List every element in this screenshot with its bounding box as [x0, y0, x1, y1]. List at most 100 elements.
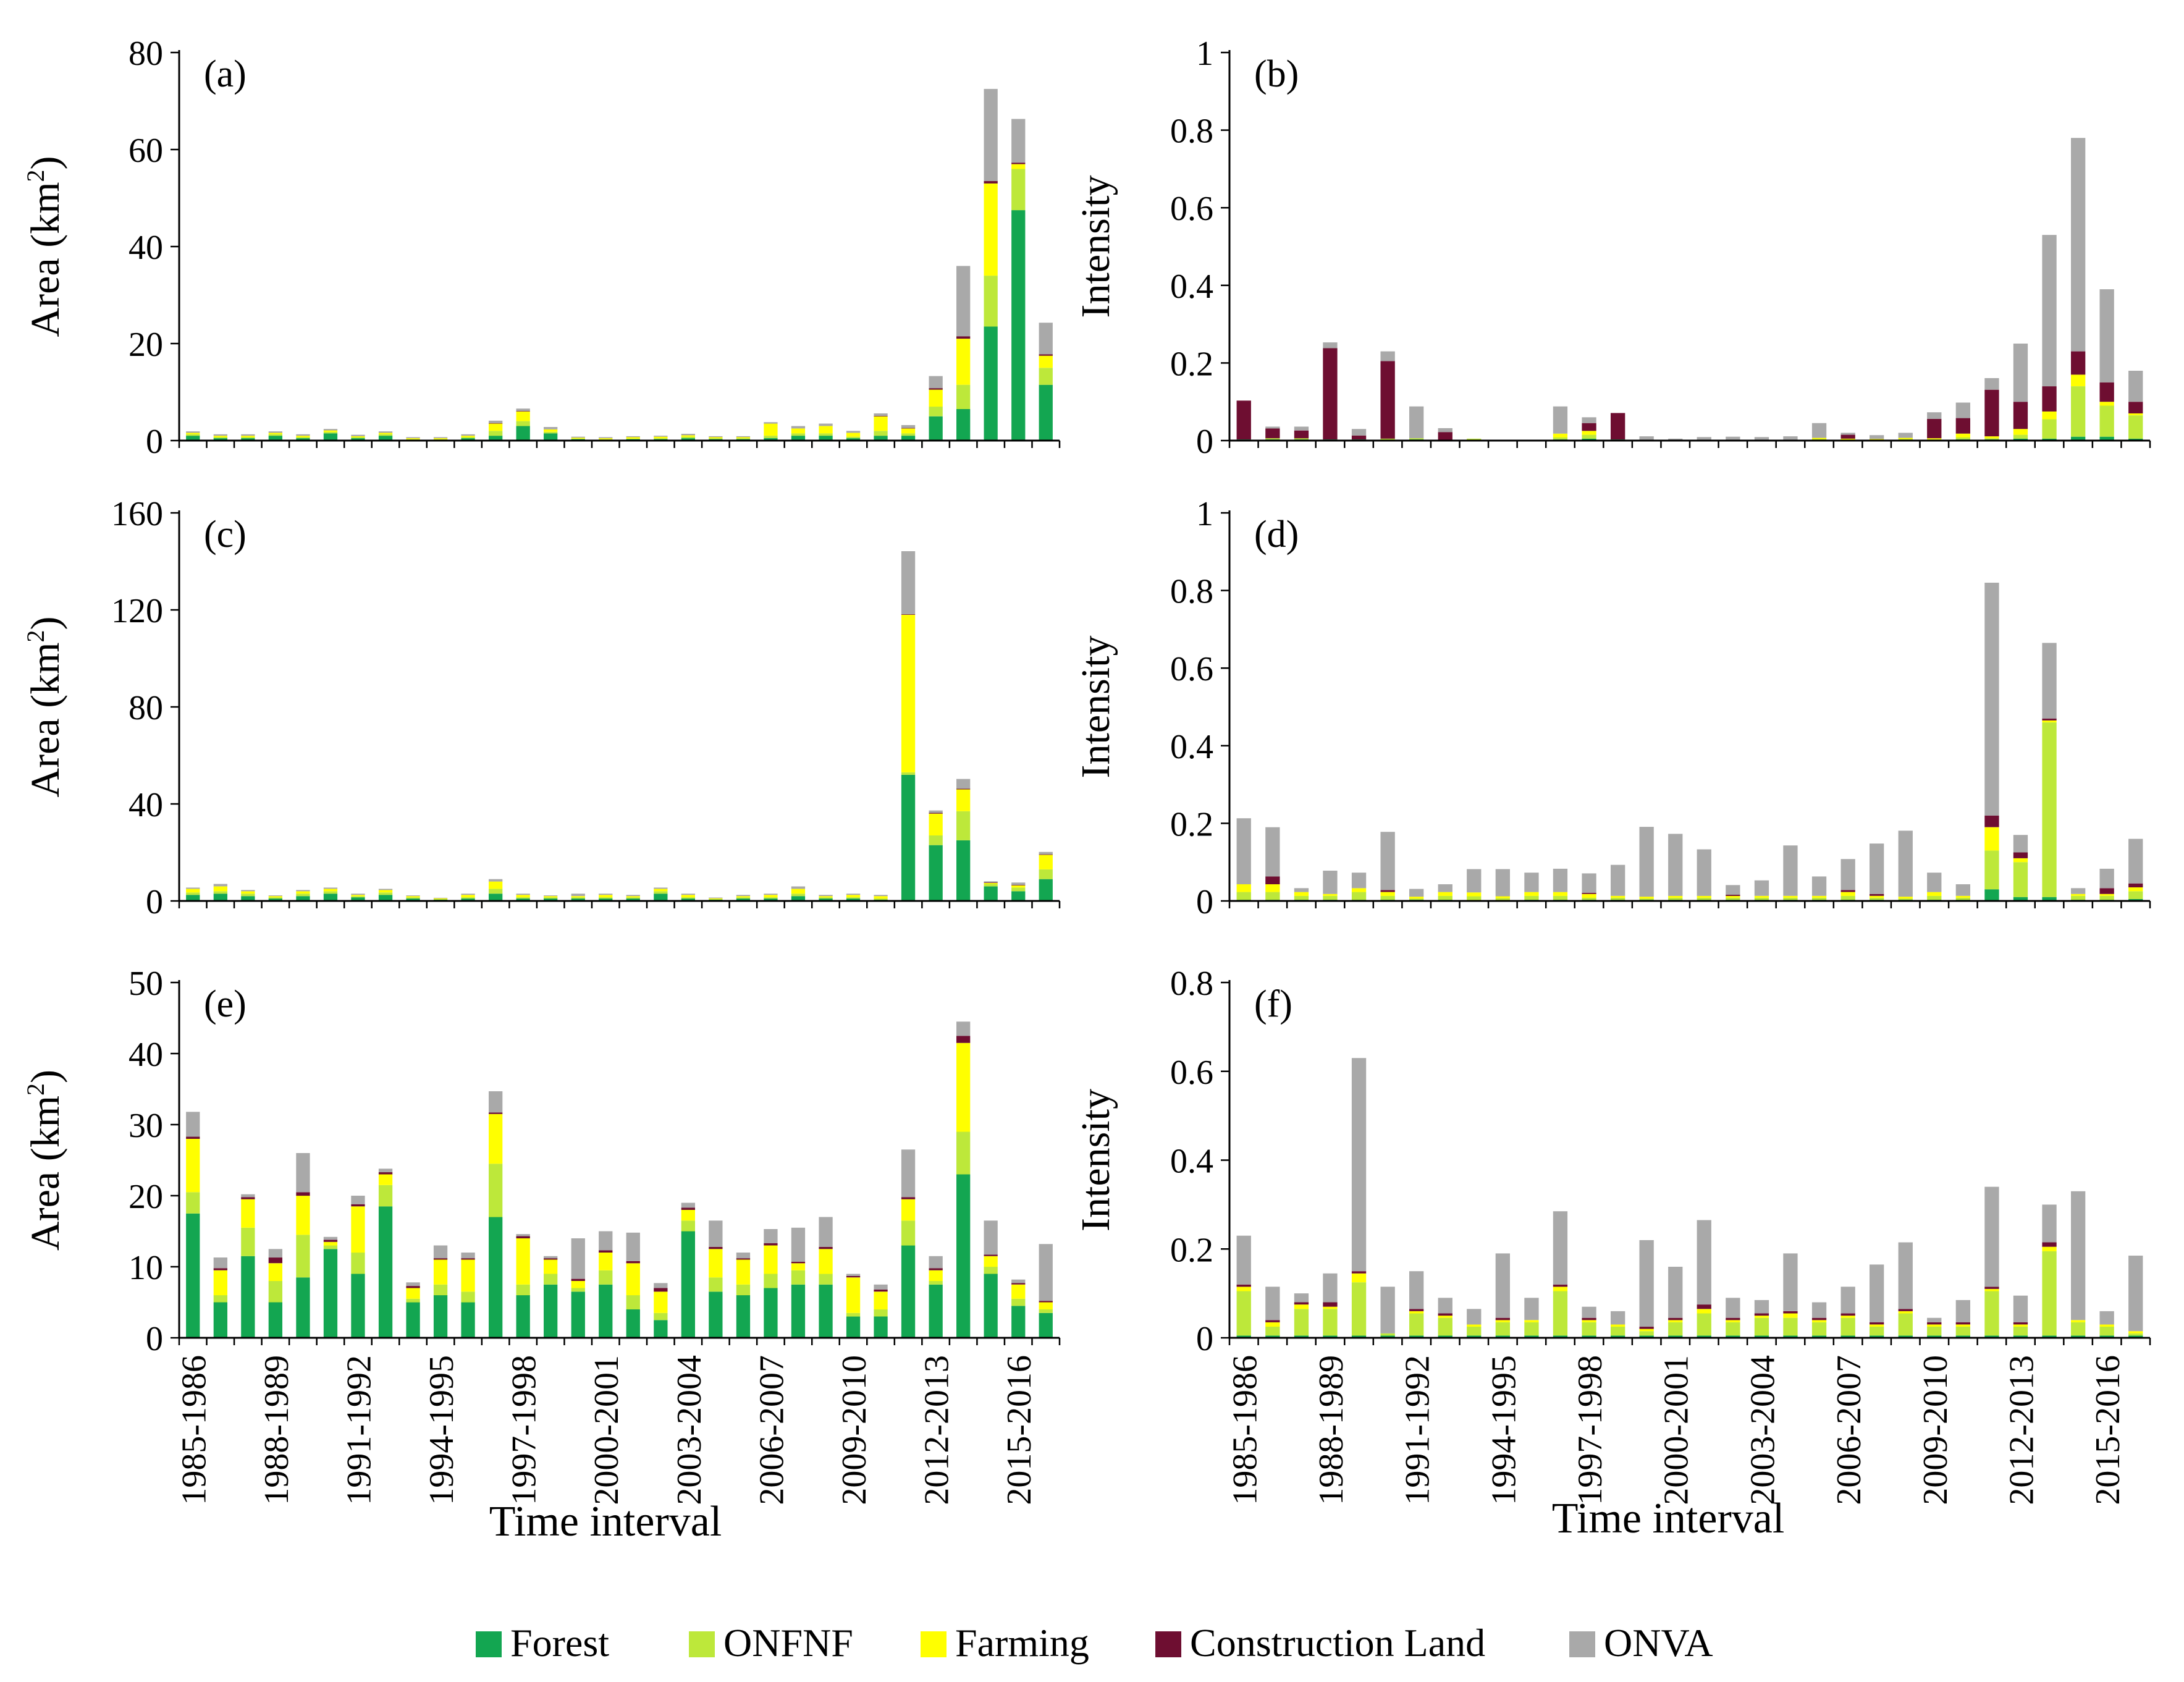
bar-b-1992-1993-construction-land: [1438, 432, 1452, 440]
bar-d-2001-2002-farming: [1697, 895, 1711, 898]
bar-c-1998-1999-onva: [544, 895, 558, 897]
bar-e-1994-1995-onva: [433, 1245, 448, 1259]
bar-c-2011-2012-farming: [901, 614, 916, 772]
bar-c-2008-2009-onfnf: [819, 897, 833, 899]
y-tick-label-b: 0.6: [1170, 190, 1213, 228]
bar-e-2009-2010-onfnf: [846, 1312, 861, 1317]
bar-f-2001-2002-onva: [1697, 1220, 1711, 1305]
bar-a-1990-1991-onfnf: [323, 431, 338, 434]
bar-a-2016-2017-construction-land: [1039, 354, 1053, 356]
bar-b-1996-1997-farming: [1553, 433, 1568, 437]
bar-e-2005-2006-onva: [736, 1253, 751, 1259]
bar-f-2012-2013-onva: [2013, 1295, 2028, 1322]
bar-c-1995-1996-farming: [461, 895, 475, 898]
bar-f-1999-2000-onva: [1639, 1240, 1654, 1327]
bar-a-2007-2008-onfnf: [791, 433, 806, 436]
y-tick-label-c: 80: [129, 689, 163, 727]
bar-d-1992-1993-onva: [1438, 884, 1452, 892]
bar-b-1993-1994-onfnf: [1467, 438, 1482, 440]
panel-label-b: (b): [1254, 53, 1299, 95]
bar-c-1989-1990-onva: [296, 890, 310, 892]
bar-a-2005-2006-onfnf: [736, 438, 751, 439]
bar-f-2015-2016-onfnf: [2099, 1327, 2114, 1336]
bar-e-2003-2004-onfnf: [681, 1220, 695, 1232]
bar-a-1988-1989-farming: [268, 433, 282, 434]
bar-f-1998-1999-forest: [1611, 1335, 1625, 1338]
y-tick-label-c: 120: [111, 592, 163, 630]
bar-a-1996-1997-onva: [489, 420, 503, 423]
bar-b-2008-2009-onva: [1898, 433, 1913, 438]
bar-c-2000-2001-onva: [599, 894, 613, 895]
bar-e-1987-1988-farming: [241, 1199, 255, 1228]
bar-c-2000-2001-onfnf: [599, 897, 613, 899]
bar-e-2011-2012-construction-land: [901, 1197, 916, 1199]
bar-d-1985-1986-farming: [1236, 884, 1251, 892]
bar-a-2009-2010-forest: [846, 438, 861, 441]
bar-e-1990-1991-forest: [323, 1249, 338, 1338]
bar-f-2015-2016-farming: [2099, 1324, 2114, 1327]
bar-f-1987-1988-onva: [1294, 1293, 1309, 1303]
y-axis-title-a: Area (km2): [22, 156, 68, 337]
bar-e-1997-1998-onfnf: [516, 1284, 530, 1296]
bar-f-2010-2011-onfnf: [1955, 1327, 1970, 1336]
bar-f-1996-1997-construction-land: [1553, 1284, 1568, 1287]
bar-e-1999-2000-construction-land: [571, 1278, 585, 1281]
bar-b-2015-2016-onfnf: [2099, 405, 2114, 437]
bar-f-1986-1987-farming: [1265, 1322, 1280, 1327]
bar-f-2004-2005-onva: [1783, 1253, 1798, 1311]
bar-c-2014-2015-onfnf: [984, 884, 998, 887]
bar-d-2012-2013-farming: [2013, 858, 2028, 863]
y-tick-label-a: 0: [146, 423, 163, 461]
bar-c-2012-2013-onfnf: [929, 835, 943, 845]
bar-a-1985-1986-onva: [186, 431, 200, 433]
bar-b-2012-2013-construction-land: [2013, 402, 2028, 429]
bar-d-2009-2010-farming: [1927, 892, 1942, 896]
bar-f-1985-1986-onfnf: [1236, 1291, 1251, 1336]
bar-c-2009-2010-onva: [846, 894, 861, 895]
bar-c-1985-1986-onva: [186, 887, 200, 889]
legend: Forest ONFNF Farming Construction Land ONVA: [476, 1621, 1713, 1665]
bar-b-1987-1988-construction-land: [1294, 430, 1309, 439]
bar-f-1994-1995-farming: [1495, 1320, 1510, 1322]
bar-b-1988-1989-onva: [1323, 342, 1338, 349]
bar-b-1990-1991-onfnf: [1380, 438, 1395, 440]
legend-swatch-construction-land: [1155, 1631, 1181, 1657]
bar-c-1987-1988-onfnf: [241, 894, 255, 897]
bar-f-2006-2007-construction-land: [1840, 1313, 1855, 1316]
bar-d-2000-2001-onfnf: [1668, 898, 1683, 900]
bar-a-2008-2009-farming: [819, 426, 833, 434]
bar-c-1989-1990-forest: [296, 896, 310, 901]
x-tick-label-e: 2012-2013: [918, 1355, 956, 1505]
bar-c-1986-1987-onva: [213, 884, 227, 887]
bar-d-2007-2008-construction-land: [1870, 894, 1884, 896]
x-tick-label-e: 1994-1995: [423, 1355, 461, 1505]
bar-a-1985-1986-farming: [186, 433, 200, 434]
bar-f-1985-1986-farming: [1236, 1287, 1251, 1291]
bar-f-1987-1988-forest: [1294, 1335, 1309, 1338]
bar-a-1990-1991-forest: [323, 433, 338, 441]
bar-d-2005-2006-onva: [1811, 876, 1827, 896]
bar-a-1991-1992-onfnf: [351, 437, 365, 439]
bar-c-2010-2011-onva: [874, 895, 888, 897]
bar-c-1993-1994-forest: [406, 898, 420, 901]
bar-d-1990-1991-onva: [1380, 832, 1395, 890]
panel-d: 0 0.2 0.4 0.6 0.8 1 Intensity (d): [1073, 495, 2151, 921]
panel-label-f: (f): [1254, 983, 1292, 1025]
bar-e-2008-2009-forest: [819, 1284, 833, 1338]
bar-f-2000-2001-forest: [1668, 1335, 1683, 1338]
bar-f-1996-1997-forest: [1553, 1335, 1568, 1338]
bar-d-1993-1994-onfnf: [1467, 896, 1482, 900]
bar-c-2004-2005-onfnf: [709, 898, 723, 900]
bar-d-2011-2012-construction-land: [1984, 815, 1999, 827]
bar-a-1990-1991-farming: [323, 430, 338, 432]
bar-a-2008-2009-forest: [819, 436, 833, 441]
bar-e-1996-1997-forest: [489, 1217, 503, 1338]
bar-f-1995-1996-forest: [1524, 1335, 1539, 1338]
bar-e-1988-1989-farming: [268, 1263, 282, 1282]
y-tick-label-b: 0.4: [1170, 268, 1213, 306]
bar-f-1988-1989-onva: [1323, 1273, 1338, 1303]
bar-c-1988-1989-forest: [268, 898, 282, 901]
bar-f-2004-2005-onfnf: [1783, 1317, 1798, 1336]
bar-e-2016-2017-onfnf: [1039, 1309, 1053, 1313]
bar-c-2006-2007-forest: [764, 898, 778, 901]
